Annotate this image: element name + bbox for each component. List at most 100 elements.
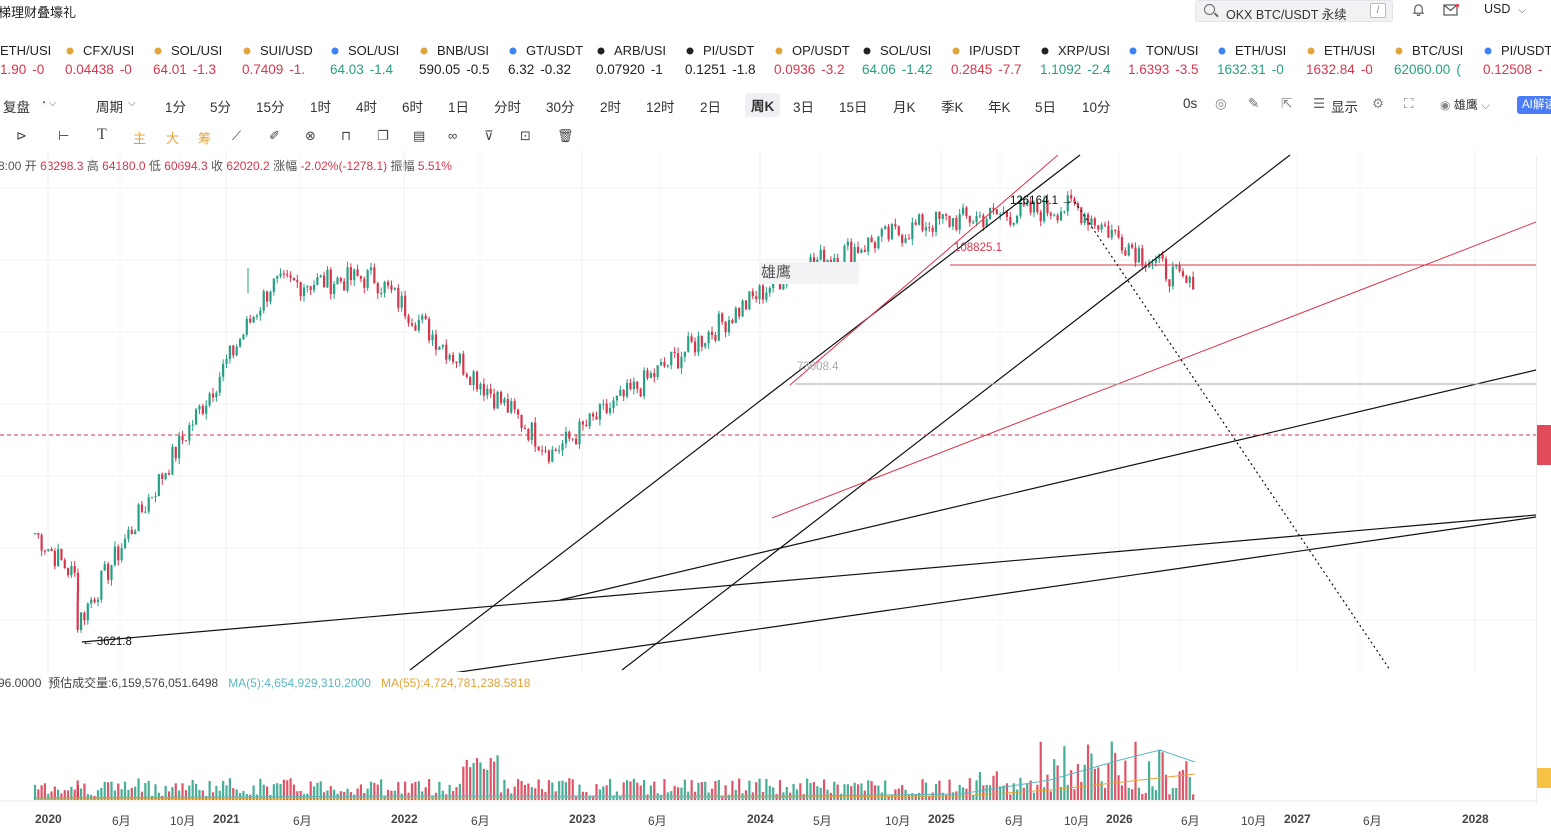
- filter-icon[interactable]: ⊽: [484, 128, 494, 143]
- chip-tool[interactable]: 筹: [198, 131, 212, 146]
- ticker-price: 0.12508-: [1483, 62, 1542, 77]
- period-11[interactable]: 2时: [600, 100, 622, 115]
- period-14[interactable]: 周K: [745, 93, 781, 117]
- volume-bar: [921, 779, 924, 800]
- volume-bar: [914, 794, 917, 800]
- period-8[interactable]: 1日: [448, 100, 470, 115]
- measure-icon[interactable]: ⊢: [58, 128, 70, 143]
- candle-body: [1026, 201, 1029, 206]
- volume-bar: [846, 784, 849, 800]
- volume-bar: [178, 790, 181, 800]
- candle-body: [1127, 244, 1130, 256]
- candle-body: [823, 249, 826, 270]
- bell-icon[interactable]: [1412, 3, 1425, 16]
- link-icon[interactable]: ∞: [448, 128, 458, 143]
- candle-body: [955, 218, 958, 230]
- search-input[interactable]: OKX BTC/USDT 永续 /: [1195, 0, 1393, 22]
- lock-icon[interactable]: ⊓: [341, 128, 352, 143]
- volume-bar: [43, 783, 47, 800]
- volume-bar: [123, 781, 127, 800]
- candle-body: [47, 548, 50, 551]
- volume-readout: 96.0000 预估成交量:6,159,576,051.6498 MA(5):4…: [0, 674, 530, 691]
- ticker-symbol: CFX/USI: [65, 43, 134, 58]
- ruler-icon[interactable]: ⟋: [232, 128, 242, 143]
- indicator-select[interactable]: ◉ 雄鹰 ⌵: [1440, 96, 1490, 113]
- high-value: 64180.0: [102, 159, 146, 173]
- candle-body: [1178, 265, 1181, 272]
- text-tool-icon[interactable]: T: [97, 126, 107, 143]
- period-18[interactable]: 季K: [941, 100, 964, 115]
- copy-icon[interactable]: ❐: [377, 128, 389, 143]
- gear-icon[interactable]: ⚙: [1372, 96, 1385, 111]
- period-0[interactable]: 复盘: [3, 100, 30, 115]
- period-2[interactable]: 1分: [165, 100, 187, 115]
- fullscreen-icon[interactable]: ⛶: [1404, 96, 1414, 111]
- volume-bar: [1131, 789, 1134, 800]
- play-icon[interactable]: ⊳: [16, 128, 27, 143]
- volume-bar: [995, 771, 998, 800]
- period-12[interactable]: 12时: [646, 100, 675, 115]
- period-19[interactable]: 年K: [988, 100, 1011, 115]
- volume-bar: [806, 778, 809, 800]
- period-1[interactable]: 周期: [96, 100, 123, 115]
- volume-bar: [1056, 765, 1059, 800]
- candle-body: [951, 218, 955, 227]
- price-chart[interactable]: [0, 150, 1536, 672]
- volume-bar: [639, 785, 642, 800]
- period-5[interactable]: 1时: [310, 100, 332, 115]
- marker-icon[interactable]: ✐: [269, 128, 280, 143]
- candle-body: [410, 323, 414, 326]
- volume-bar: [222, 780, 225, 800]
- settings-icon[interactable]: ⊡: [520, 128, 531, 143]
- volume-bar: [1185, 761, 1188, 800]
- big-tool[interactable]: 大: [166, 131, 180, 146]
- candle-body: [245, 318, 248, 335]
- volume-bar: [205, 795, 208, 800]
- candle-body: [605, 403, 608, 413]
- period-6[interactable]: 4时: [356, 100, 378, 115]
- candle-body: [918, 214, 921, 225]
- volume-bar: [945, 794, 948, 800]
- time-axis[interactable]: 2020 6月 10月 2021 6月 2022 6月 2023 6月 2024 5月 10月 2025…: [0, 812, 1551, 832]
- period-3[interactable]: 5分: [210, 100, 232, 115]
- period-13[interactable]: 2日: [700, 100, 722, 115]
- period-17[interactable]: 月K: [893, 100, 916, 115]
- trash-icon[interactable]: 🗑: [557, 128, 574, 143]
- period-4[interactable]: 15分: [256, 100, 285, 115]
- edit-icon[interactable]: ▤: [413, 128, 426, 143]
- ticker-price: 1.1092 -2.4: [1040, 62, 1111, 77]
- candle-body: [697, 335, 700, 353]
- period-15[interactable]: 3日: [793, 100, 815, 115]
- pencil-icon[interactable]: ✎: [1248, 96, 1260, 111]
- main-tool[interactable]: 主: [133, 131, 147, 146]
- candle-body: [642, 370, 646, 397]
- mail-icon[interactable]: [1443, 4, 1459, 16]
- ticker-name: SUI/USD: [260, 43, 313, 58]
- period-21[interactable]: 10分: [1082, 100, 1111, 115]
- volume-bar: [1114, 752, 1117, 800]
- volume-bar: [513, 786, 516, 800]
- candle-body: [887, 226, 890, 240]
- period-9[interactable]: 分时: [494, 100, 521, 115]
- period-7[interactable]: 6时: [402, 100, 424, 115]
- period-10[interactable]: 30分: [546, 100, 575, 115]
- ai-analysis-button[interactable]: AI解读: [1517, 96, 1551, 114]
- candle-body: [901, 235, 904, 243]
- eye-off-icon[interactable]: ⊗: [305, 128, 316, 143]
- volume-bar: [1005, 783, 1009, 800]
- volume-chart[interactable]: [0, 690, 1536, 805]
- volume-bar: [571, 779, 574, 800]
- candle-body: [57, 549, 60, 567]
- display-button[interactable]: 显示: [1331, 100, 1358, 115]
- currency-select[interactable]: USD ⌵: [1484, 2, 1526, 16]
- camera-icon[interactable]: ◎: [1215, 96, 1227, 111]
- period-16[interactable]: 15日: [839, 100, 868, 115]
- export-icon[interactable]: ⇱: [1281, 96, 1293, 111]
- coin-icon: [420, 47, 428, 55]
- price-axis[interactable]: [1536, 155, 1551, 805]
- ticker-name: PI/USDT: [1501, 43, 1551, 58]
- candle-body: [215, 392, 218, 398]
- period-20[interactable]: 5日: [1035, 100, 1057, 115]
- candle-body: [1192, 276, 1195, 290]
- candle-body: [316, 277, 319, 285]
